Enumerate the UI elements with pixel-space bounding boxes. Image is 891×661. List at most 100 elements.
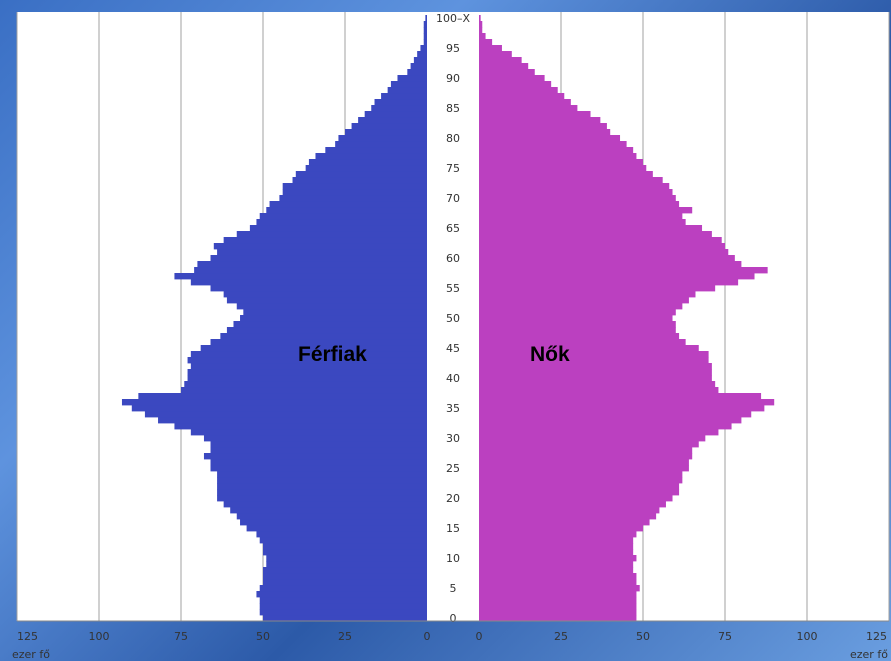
female-bar-age-63 <box>479 237 722 244</box>
male-bar-age-54 <box>223 291 427 298</box>
female-bar-age-20 <box>479 495 673 502</box>
male-bar-age-21 <box>217 489 427 496</box>
male-bar-age-11 <box>263 549 427 556</box>
female-bar-age-15 <box>479 525 643 532</box>
male-bar-age-65 <box>249 225 427 232</box>
male-bar-age-19 <box>223 501 427 508</box>
male-bar-age-76 <box>308 159 427 166</box>
male-bar-age-20 <box>217 495 427 502</box>
male-bar-age-30 <box>203 435 427 442</box>
age-axis-strip <box>427 12 479 621</box>
male-bar-age-96 <box>423 39 427 46</box>
female-bar-age-84 <box>479 111 591 118</box>
female-bar-age-71 <box>479 189 673 196</box>
male-bar-age-44 <box>190 351 427 358</box>
female-bar-age-70 <box>479 195 676 202</box>
male-bar-age-38 <box>181 387 427 394</box>
x-tick-label-male: 25 <box>338 630 352 643</box>
male-bar-age-31 <box>190 429 427 436</box>
male-bar-age-40 <box>187 375 427 382</box>
female-bar-age-92 <box>479 63 529 70</box>
female-bar-age-9 <box>479 561 634 568</box>
female-bar-age-86 <box>479 99 571 106</box>
male-bar-age-17 <box>236 513 427 520</box>
female-bar-age-29 <box>479 441 699 448</box>
female-series-label: Nők <box>530 343 570 366</box>
male-bar-age-7 <box>263 573 427 580</box>
female-bar-age-39 <box>479 381 716 388</box>
male-bar-age-10 <box>266 555 427 562</box>
male-bar-age-92 <box>410 63 427 70</box>
male-bar-age-35 <box>131 405 428 412</box>
male-bar-age-69 <box>269 201 427 208</box>
female-bar-age-65 <box>479 225 703 232</box>
male-bar-age-1 <box>259 609 427 616</box>
female-bar-age-1 <box>479 609 637 616</box>
female-bar-age-83 <box>479 117 601 124</box>
female-bar-age-46 <box>479 339 686 346</box>
male-bar-age-18 <box>230 507 427 514</box>
female-bar-age-55 <box>479 285 716 292</box>
age-tick-label: 95 <box>446 42 460 55</box>
female-bar-age-25 <box>479 465 689 472</box>
male-bar-age-67 <box>259 213 427 220</box>
male-bar-age-66 <box>256 219 427 226</box>
male-bar-age-13 <box>259 537 427 544</box>
female-bar-age-81 <box>479 129 611 136</box>
female-bar-age-48 <box>479 327 676 334</box>
male-bar-age-95 <box>420 45 427 52</box>
female-bar-age-79 <box>479 141 627 148</box>
female-bar-age-30 <box>479 435 706 442</box>
male-bar-age-94 <box>417 51 427 58</box>
female-bar-age-64 <box>479 231 712 238</box>
female-bar-age-19 <box>479 501 666 508</box>
male-bar-age-24 <box>217 471 427 478</box>
male-bar-age-14 <box>256 531 427 538</box>
age-tick-label: 90 <box>446 72 460 85</box>
male-bar-age-52 <box>236 303 427 310</box>
unit-label-right: ezer fő <box>850 648 888 661</box>
female-bar-age-47 <box>479 333 680 340</box>
female-bar-age-89 <box>479 81 552 88</box>
x-tick-label-male: 125 <box>17 630 38 643</box>
male-bar-age-34 <box>144 411 428 418</box>
male-bar-age-12 <box>263 543 427 550</box>
male-bar-age-51 <box>243 309 427 316</box>
x-tick-label-female: 100 <box>797 630 818 643</box>
female-bar-age-75 <box>479 165 647 172</box>
male-bar-age-3 <box>259 597 427 604</box>
age-tick-label: 5 <box>450 582 457 595</box>
male-bar-age-9 <box>266 561 427 568</box>
male-bar-age-83 <box>358 117 427 124</box>
female-bar-age-90 <box>479 75 545 82</box>
female-bar-age-80 <box>479 135 621 142</box>
male-bar-age-100 <box>425 15 427 22</box>
male-bar-age-32 <box>174 423 427 430</box>
female-bar-age-61 <box>479 249 729 256</box>
male-bar-age-42 <box>190 363 427 370</box>
male-bar-age-53 <box>226 297 427 304</box>
male-bar-age-25 <box>210 465 427 472</box>
female-bar-age-62 <box>479 243 725 250</box>
female-bar-age-33 <box>479 417 742 424</box>
male-bar-age-87 <box>381 93 427 100</box>
male-bar-age-90 <box>397 75 427 82</box>
female-bar-age-10 <box>479 555 637 562</box>
male-bar-age-85 <box>371 105 427 112</box>
x-tick-label-male: 75 <box>174 630 188 643</box>
female-bar-age-26 <box>479 459 689 466</box>
male-bar-age-89 <box>390 81 427 88</box>
female-bar-age-97 <box>479 33 486 40</box>
male-bar-age-88 <box>387 87 427 94</box>
male-bar-age-78 <box>325 147 427 154</box>
female-bar-age-58 <box>479 267 768 274</box>
female-bar-age-67 <box>479 213 683 220</box>
female-bar-age-42 <box>479 363 712 370</box>
female-bar-age-24 <box>479 471 683 478</box>
x-axis-labels: 0 0 25 25 50 50 75 75 100 100 125 125 <box>17 630 887 643</box>
female-bar-age-60 <box>479 255 735 262</box>
male-bar-age-37 <box>138 393 428 400</box>
x-tick-label-female: 125 <box>866 630 887 643</box>
female-bar-age-99 <box>479 21 483 28</box>
